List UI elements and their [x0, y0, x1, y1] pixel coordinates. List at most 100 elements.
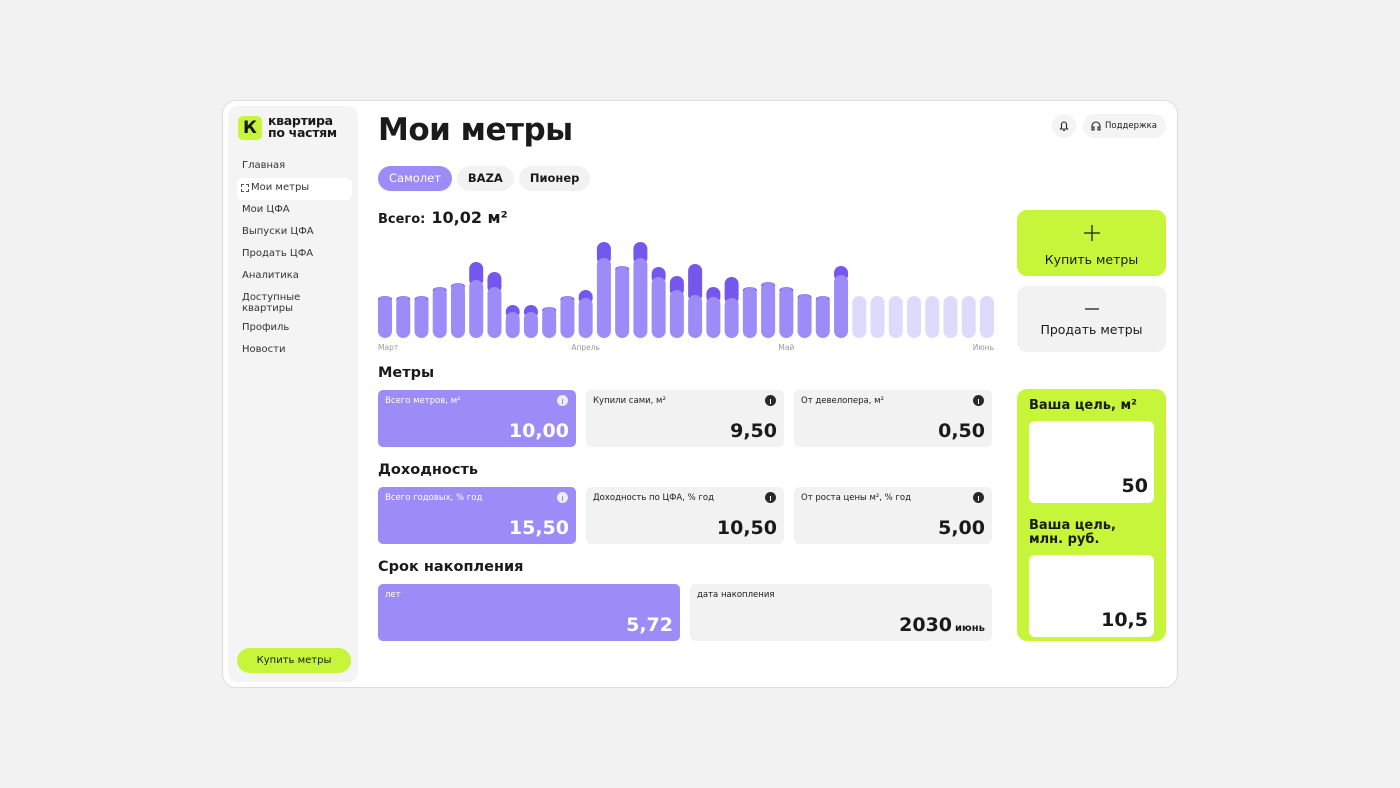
- bar: [943, 296, 958, 338]
- tab[interactable]: Самолет: [378, 166, 452, 191]
- bar: [523, 312, 538, 338]
- page-title: Мои метры: [378, 112, 573, 148]
- card-value: 5,00: [938, 517, 985, 539]
- nav-item[interactable]: Профиль: [242, 322, 290, 333]
- info-icon[interactable]: [973, 492, 984, 503]
- info-icon[interactable]: [765, 395, 776, 406]
- bar: [542, 307, 557, 338]
- bar: [669, 290, 684, 338]
- nav-item[interactable]: Аналитика: [242, 270, 299, 281]
- tab[interactable]: BAZA: [456, 166, 514, 191]
- bar: [815, 296, 830, 338]
- nav: Главная Мои метры Мои ЦФА Выпуски ЦФА Продат…: [237, 156, 352, 362]
- metric-card: лет 5,72: [378, 584, 680, 641]
- info-icon[interactable]: [557, 395, 568, 406]
- sell-label: Продать метры: [1040, 322, 1143, 337]
- section-title: Доходность: [378, 462, 479, 478]
- nav-item[interactable]: Мои метры: [237, 178, 352, 200]
- logo-name: квартира по частям: [268, 113, 337, 140]
- nav-item[interactable]: Доступные квартиры: [242, 292, 301, 314]
- card-label: От девелопера, м²: [801, 396, 884, 406]
- goal-label: Ваша цель, млн. руб.: [1029, 518, 1116, 547]
- nav-item[interactable]: Выпуски ЦФА: [242, 226, 314, 237]
- card-value: 5,72: [626, 614, 673, 636]
- value: 10,50: [716, 517, 777, 539]
- bar: [432, 287, 447, 338]
- bar: [688, 295, 703, 338]
- card-row: Всего годовых, % год 15,50 Доходность по Ц…: [378, 487, 992, 544]
- nav-item[interactable]: Новости: [242, 344, 286, 355]
- bar: [779, 287, 794, 338]
- bar: [852, 296, 867, 338]
- bar: [596, 258, 611, 338]
- metric-card: Доходность по ЦФА, % год 10,50: [586, 487, 784, 544]
- total-value: 10,02 м²: [431, 208, 508, 227]
- tab[interactable]: Пионер: [518, 166, 591, 191]
- bar: [907, 296, 922, 338]
- buy-card[interactable]: Купить метры: [1017, 210, 1166, 276]
- x-tick-label: Апрель: [571, 343, 600, 352]
- bar: [724, 277, 739, 305]
- value: 10,00: [508, 420, 569, 442]
- info-icon[interactable]: [765, 492, 776, 503]
- logo-mark: К: [238, 116, 262, 140]
- value: 5,72: [626, 614, 673, 636]
- x-tick-label: Май: [778, 343, 794, 352]
- nav-item[interactable]: Главная: [242, 160, 286, 171]
- value: 15,50: [508, 517, 569, 539]
- bar: [742, 287, 757, 338]
- plus-icon: [1084, 225, 1100, 241]
- card-value: 9,50: [730, 420, 777, 442]
- bar: [834, 275, 849, 338]
- bar: [980, 296, 994, 338]
- sidebar: [228, 106, 358, 682]
- card-label: От роста цены м², % год: [801, 493, 912, 503]
- card-label: лет: [385, 590, 401, 600]
- card-label: Всего метров, м²: [385, 396, 461, 406]
- value: 2030: [899, 614, 953, 636]
- bar: [688, 264, 703, 302]
- section-title: Срок накопления: [378, 559, 524, 575]
- info-icon[interactable]: [973, 395, 984, 406]
- buy-button[interactable]: Купить метры: [237, 648, 351, 673]
- info-icon[interactable]: [557, 492, 568, 503]
- sell-card[interactable]: Продать метры: [1017, 286, 1166, 352]
- card-row: Всего метров, м² 10,00 Купили сами, м² 9,50…: [378, 390, 992, 447]
- notifications[interactable]: [1052, 114, 1076, 138]
- bar: [450, 283, 465, 338]
- bar: [378, 296, 392, 338]
- metric-card: Всего годовых, % год 15,50: [378, 487, 576, 544]
- goal-value: 10,5: [1101, 609, 1148, 631]
- tabs: Самолет BAZA Пионер: [378, 166, 591, 191]
- headset-icon: [1091, 121, 1101, 131]
- bar: [870, 296, 885, 338]
- metric-card: От девелопера, м² 0,50: [794, 390, 992, 447]
- value: 5,00: [938, 517, 985, 539]
- goal-box[interactable]: 10,5: [1029, 555, 1154, 637]
- metric-card: дата накопления 2030 июнь: [690, 584, 992, 641]
- goal-box[interactable]: 50: [1029, 421, 1154, 503]
- value: 9,50: [730, 420, 777, 442]
- logo-line: по частям: [268, 125, 337, 140]
- nav-item[interactable]: Мои ЦФА: [242, 204, 290, 215]
- value-unit: июнь: [955, 623, 985, 634]
- metric-card: От роста цены м², % год 5,00: [794, 487, 992, 544]
- bar: [633, 258, 648, 338]
- bar: [414, 296, 429, 338]
- bar: [560, 296, 575, 338]
- card-label: Всего годовых, % год: [385, 493, 483, 503]
- bar: [724, 298, 739, 338]
- chart: Март Апрель Май Июнь: [378, 242, 994, 352]
- card-value: 15,50: [509, 517, 569, 539]
- bar: [487, 287, 502, 338]
- bar: [469, 262, 484, 287]
- nav-item[interactable]: Продать ЦФА: [242, 248, 314, 259]
- card-value: 10,00: [509, 420, 569, 442]
- support-button[interactable]: Поддержка: [1083, 114, 1166, 138]
- goal-value: 50: [1121, 475, 1148, 497]
- total: Всего: 10,02 м²: [378, 208, 508, 227]
- logo-line: квартира: [268, 113, 333, 128]
- card-row: лет 5,72 дата накопления 2030 июнь: [378, 584, 992, 641]
- bar: [706, 297, 721, 338]
